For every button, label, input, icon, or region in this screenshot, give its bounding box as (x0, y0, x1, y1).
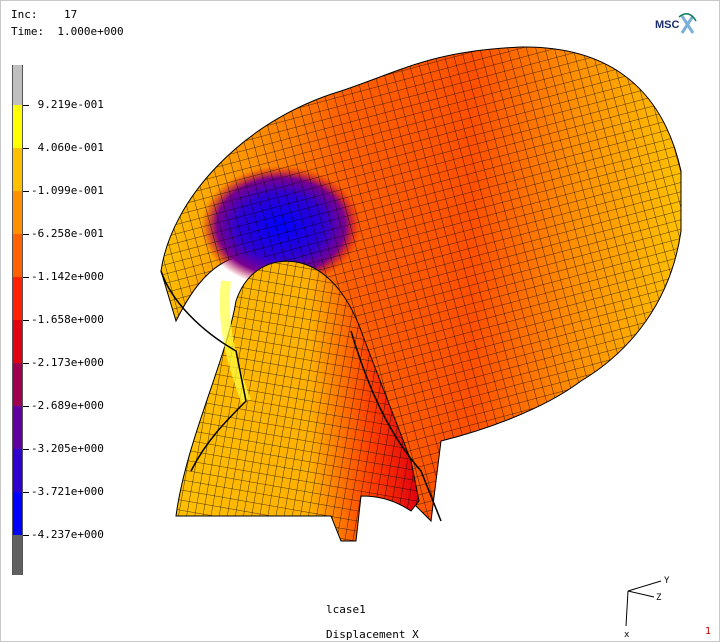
scale-tick (23, 191, 29, 192)
scale-label: -3.205e+000 (31, 442, 104, 455)
scale-swatch (12, 449, 23, 492)
scale-swatch (12, 277, 23, 320)
scale-label: -2.689e+000 (31, 399, 104, 412)
inner-rim (160, 270, 442, 522)
msc-logo-icon: MSC (655, 13, 697, 34)
scale-label: -6.258e-001 (31, 227, 104, 240)
scale-swatch (12, 105, 23, 148)
scale-label: -1.142e+000 (31, 270, 104, 283)
scale-tick (23, 535, 29, 536)
scale-label: 9.219e-001 (31, 98, 104, 111)
scale-label: -1.658e+000 (31, 313, 104, 326)
result-quantity-label: Displacement X (326, 628, 419, 641)
scale-swatch (12, 320, 23, 363)
triad-z-label: Z (656, 593, 662, 603)
time-label: Time: (11, 25, 45, 38)
scale-label: -4.237e+000 (31, 528, 104, 541)
scale-tick (23, 277, 29, 278)
scale-swatch (12, 234, 23, 277)
triad-y-label: Y (664, 576, 670, 586)
page-number: 1 (704, 626, 711, 637)
scale-tick (23, 320, 29, 321)
scale-swatch (12, 65, 23, 105)
scale-tick (23, 148, 29, 149)
scale-swatch (12, 535, 23, 575)
triad-x-label: x (624, 630, 630, 640)
color-scale-bar (12, 65, 23, 575)
scale-swatch (12, 363, 23, 406)
scale-tick (23, 105, 29, 106)
scale-tick (23, 234, 29, 235)
increment-readout: Inc: 17 (11, 8, 77, 21)
scale-swatch (12, 191, 23, 234)
logo-text: MSC (655, 19, 680, 31)
coordinate-triad-icon: Y Z x (624, 576, 670, 640)
scale-tick (23, 449, 29, 450)
scale-tick (23, 363, 29, 364)
scale-label: -3.721e+000 (31, 485, 104, 498)
scale-swatch (12, 406, 23, 449)
scale-label: -1.099e-001 (31, 184, 104, 197)
load-case-label: lcase1 (326, 603, 366, 616)
inc-value: 17 (64, 8, 78, 21)
scale-label: 4.060e-001 (31, 141, 104, 154)
inner-lower-body (175, 260, 420, 542)
scale-swatch (12, 492, 23, 535)
time-value: 1.000e+000 (57, 25, 124, 38)
scale-tick (23, 406, 29, 407)
inc-label: Inc: (11, 8, 38, 21)
scale-swatch (12, 148, 23, 191)
outer-shell (160, 46, 682, 523)
time-readout: Time: 1.000e+000 (11, 25, 124, 38)
scale-tick (23, 492, 29, 493)
scale-label: -2.173e+000 (31, 356, 104, 369)
